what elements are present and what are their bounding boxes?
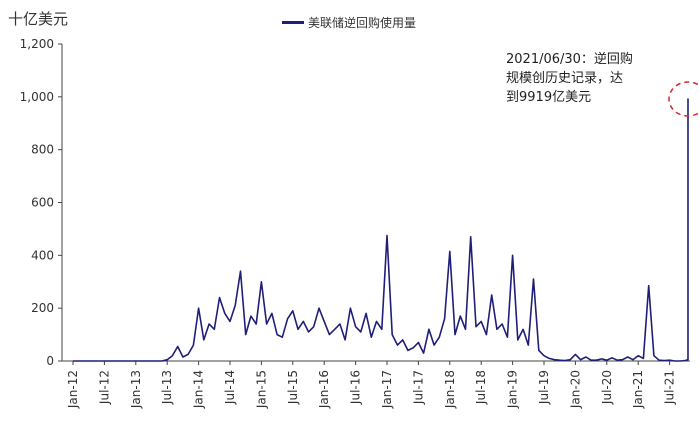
peak-annotation: 2021/06/30：逆回购 规模创历史记录，达 到9919亿美元 bbox=[506, 50, 656, 107]
legend-swatch bbox=[282, 21, 304, 24]
legend: 美联储逆回购使用量 bbox=[282, 14, 416, 31]
y-axis: 0 200 400 600 800 1,000 1,200 bbox=[20, 37, 63, 368]
x-tick-label: Jul-14 bbox=[223, 370, 237, 405]
x-tick-label: Jan-13 bbox=[129, 370, 143, 409]
annotation-line-2: 规模创历史记录，达 bbox=[506, 71, 624, 86]
y-tick-label: 1,000 bbox=[20, 90, 54, 104]
x-tick-label: Jan-20 bbox=[568, 370, 582, 409]
annotation-line-3: 到9919亿美元 bbox=[506, 90, 592, 105]
y-tick-label: 1,200 bbox=[20, 37, 54, 51]
x-tick-label: Jan-14 bbox=[192, 370, 206, 409]
series-line bbox=[73, 98, 689, 362]
unit-label: 十亿美元 bbox=[8, 10, 69, 28]
x-tick-label: Jul-21 bbox=[663, 370, 677, 405]
x-tick-label: Jan-21 bbox=[631, 370, 645, 409]
peak-highlight-circle bbox=[668, 81, 700, 117]
x-axis: Jan-12 Jul-12 Jan-13 Jul-13 Jan-14 Jul-14 Jan-… bbox=[62, 360, 690, 409]
x-tick-label: Jul-19 bbox=[537, 370, 551, 405]
x-tick-label: Jul-15 bbox=[286, 370, 300, 405]
x-tick-label: Jan-17 bbox=[380, 370, 394, 409]
x-tick-label: Jan-16 bbox=[317, 370, 331, 409]
y-tick-label: 200 bbox=[31, 301, 54, 315]
y-tick-label: 0 bbox=[46, 354, 54, 368]
x-tick-label: Jul-13 bbox=[160, 370, 174, 405]
annotation-line-1: 2021/06/30：逆回购 bbox=[506, 52, 633, 67]
y-tick-label: 400 bbox=[31, 248, 54, 262]
legend-label: 美联储逆回购使用量 bbox=[308, 16, 417, 30]
y-tick-label: 600 bbox=[31, 196, 54, 210]
x-tick-label: Jul-12 bbox=[97, 370, 111, 405]
x-tick-label: Jan-18 bbox=[443, 370, 457, 409]
x-tick-label: Jan-15 bbox=[254, 370, 268, 409]
x-tick-label: Jan-19 bbox=[506, 370, 520, 409]
x-tick-label: Jul-20 bbox=[600, 370, 614, 405]
x-tick-label: Jan-12 bbox=[66, 370, 80, 409]
x-tick-label: Jul-17 bbox=[411, 370, 425, 405]
x-tick-label: Jul-16 bbox=[349, 370, 363, 405]
x-tick-label: Jul-18 bbox=[474, 370, 488, 405]
y-tick-label: 800 bbox=[31, 143, 54, 157]
